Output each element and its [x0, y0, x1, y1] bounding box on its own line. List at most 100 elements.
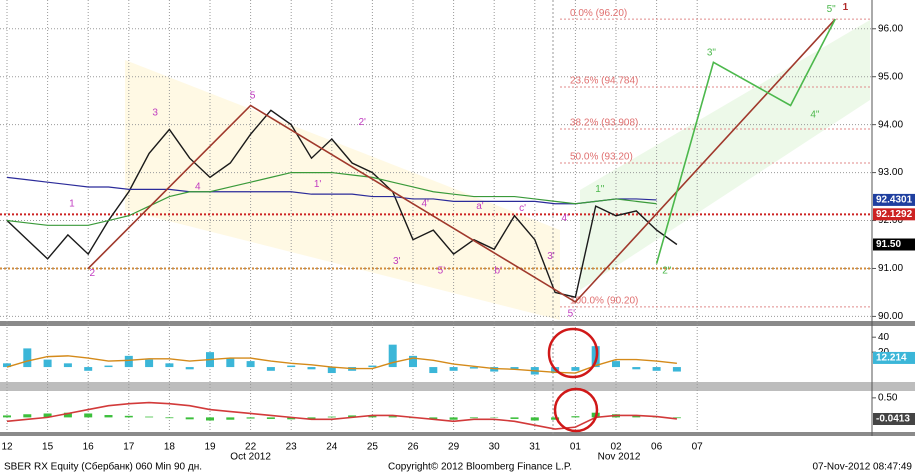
hist-bar: [429, 417, 438, 420]
bar: [409, 355, 417, 368]
fib-label: 23.6% (94.784): [570, 76, 638, 87]
hist-bar: [3, 415, 11, 418]
bar: [307, 367, 316, 370]
x-tick-label: 30: [489, 442, 501, 453]
separator: [0, 382, 915, 391]
y-tick-label: 40: [878, 332, 890, 343]
channel: [125, 60, 560, 320]
bar: [429, 367, 438, 374]
wave-label: 5': [568, 309, 576, 320]
wave-label: c': [519, 203, 526, 214]
hist-bar: [388, 416, 397, 418]
wave-label: 5": [827, 4, 837, 15]
hist-bar: [348, 415, 357, 418]
hist-bar: [327, 416, 336, 418]
wave-label: 3': [547, 251, 555, 262]
wave-label: 4': [421, 198, 429, 209]
bar: [124, 355, 133, 368]
hist-bar: [185, 417, 194, 420]
wave-label: 4": [810, 110, 820, 121]
x-tick-label: 19: [204, 442, 216, 453]
x-tick-label: 06: [651, 442, 663, 453]
x-tick-label: 29: [448, 442, 460, 453]
price-tag-label: 92.4301: [876, 195, 913, 206]
bar: [388, 344, 397, 368]
wave-label: 1": [595, 184, 605, 195]
bar: [571, 367, 580, 371]
x-tick-label: 26: [407, 442, 419, 453]
hist-bar: [469, 417, 478, 419]
bar: [266, 367, 275, 371]
x-tick-label: 25: [367, 442, 379, 453]
bar: [469, 367, 478, 369]
price-tag-label: -0.0413: [876, 414, 910, 425]
hist-bar: [449, 417, 458, 420]
hist-bar: [165, 417, 174, 419]
x-tick-label: 23: [286, 442, 298, 453]
hist-bar: [43, 413, 52, 418]
price-tag: [873, 412, 915, 425]
wave-label: 3": [707, 47, 717, 58]
y-tick-label: 90.00: [878, 311, 903, 322]
month-label: Oct 2012: [230, 452, 271, 463]
wave-label: 1: [69, 198, 75, 209]
wave-label: 2: [89, 268, 95, 279]
x-tick-label: 18: [164, 442, 176, 453]
fib-label: 38.2% (93.908): [570, 118, 638, 129]
y-tick-label: 96.00: [878, 23, 903, 34]
bar: [612, 361, 620, 368]
x-tick-label: 02: [610, 442, 622, 453]
hist-bar: [530, 417, 539, 421]
bar: [226, 358, 235, 368]
bar: [145, 359, 154, 368]
y-tick-label: 93.00: [878, 167, 903, 178]
x-tick-label: 31: [529, 442, 541, 453]
wave-line: [655, 18, 836, 264]
footer-right: 07-Nov-2012 08:47:49: [812, 462, 912, 473]
hist-bar: [571, 416, 580, 418]
wave-label: 4': [562, 213, 570, 224]
wave-line: [87, 18, 836, 304]
bar: [287, 365, 296, 368]
bar: [672, 367, 681, 372]
price-series: [6, 109, 678, 299]
hist-bar: [307, 417, 316, 419]
wave-label: 2': [359, 117, 367, 128]
bar: [327, 367, 336, 374]
price-tag-label: 92.1292: [876, 209, 913, 220]
hist-bar: [287, 417, 296, 420]
hist-bar: [124, 415, 133, 418]
bar: [43, 359, 52, 368]
price-series: [6, 176, 657, 205]
bar: [632, 367, 641, 370]
price-tag: [873, 238, 915, 251]
fib-label: 0.0% (96.20): [570, 8, 627, 19]
bar: [63, 363, 72, 368]
hist-bar: [226, 417, 235, 420]
plot: 90.00 91.00 92.00 93.00 94.00 95.00 96.00 1 2 15 1…: [0, 0, 915, 453]
bar: [652, 367, 661, 371]
bar: [185, 367, 194, 370]
hist-bar: [632, 415, 641, 418]
y-tick-label: 91.00: [878, 263, 903, 274]
price-series: [6, 171, 657, 226]
bar: [3, 363, 11, 368]
hist-bar: [23, 414, 32, 418]
y-tick-label: 95.00: [878, 71, 903, 82]
footer-left: SBER RX Equity (Сбербанк) 060 Min 90 дн.: [4, 461, 202, 473]
hist-bar: [246, 417, 255, 419]
wave-label: a': [476, 201, 484, 212]
bar: [104, 365, 113, 368]
y-tick-label: 92.00: [878, 215, 903, 226]
hist-bar: [206, 417, 214, 421]
bar: [165, 363, 174, 368]
x-tick-label: 15: [42, 442, 54, 453]
wave-label: b': [495, 266, 503, 277]
wave-label: 3: [152, 107, 158, 118]
y-tick-label: 94.00: [878, 119, 903, 130]
price-tag: [873, 351, 915, 364]
wave-label: 4: [195, 182, 201, 193]
y-tick-label: 0.50: [878, 392, 898, 403]
hist-bar: [266, 417, 275, 419]
